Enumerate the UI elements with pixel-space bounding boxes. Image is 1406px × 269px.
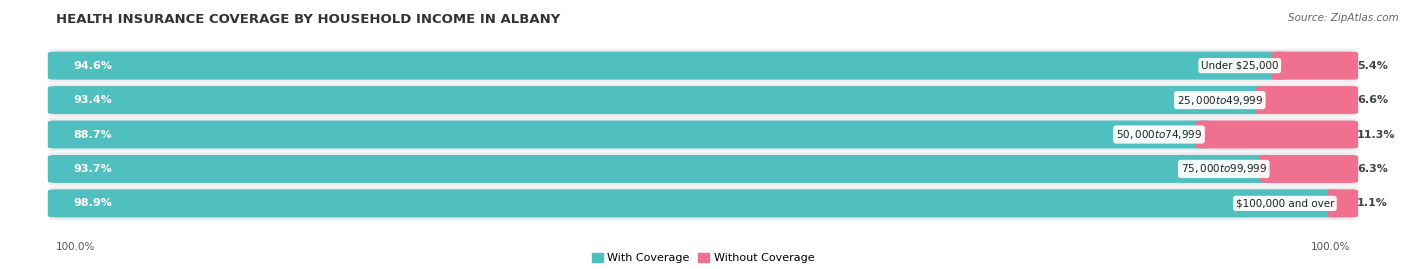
FancyBboxPatch shape [49,83,1357,117]
FancyBboxPatch shape [49,152,1357,186]
Text: Source: ZipAtlas.com: Source: ZipAtlas.com [1288,13,1399,23]
FancyBboxPatch shape [48,155,1277,183]
Text: 11.3%: 11.3% [1357,129,1395,140]
Legend: With Coverage, Without Coverage: With Coverage, Without Coverage [592,253,814,263]
Text: 94.6%: 94.6% [73,61,112,71]
FancyBboxPatch shape [48,52,1288,80]
Text: 93.4%: 93.4% [73,95,112,105]
Text: 5.4%: 5.4% [1357,61,1388,71]
FancyBboxPatch shape [1195,121,1358,148]
Text: 6.3%: 6.3% [1357,164,1388,174]
Text: 93.7%: 93.7% [73,164,111,174]
FancyBboxPatch shape [1256,86,1358,114]
Text: 1.1%: 1.1% [1357,198,1388,208]
Text: $75,000 to $99,999: $75,000 to $99,999 [1181,162,1267,175]
Text: 98.9%: 98.9% [73,198,112,208]
FancyBboxPatch shape [48,189,1344,217]
FancyBboxPatch shape [49,186,1357,220]
FancyBboxPatch shape [1327,189,1358,217]
Text: 6.6%: 6.6% [1357,95,1388,105]
Text: 88.7%: 88.7% [73,129,111,140]
FancyBboxPatch shape [1260,155,1358,183]
Text: $25,000 to $49,999: $25,000 to $49,999 [1177,94,1263,107]
Text: 100.0%: 100.0% [56,242,96,253]
FancyBboxPatch shape [1271,52,1358,80]
Text: HEALTH INSURANCE COVERAGE BY HOUSEHOLD INCOME IN ALBANY: HEALTH INSURANCE COVERAGE BY HOUSEHOLD I… [56,13,561,26]
FancyBboxPatch shape [49,118,1357,151]
FancyBboxPatch shape [48,86,1272,114]
FancyBboxPatch shape [48,121,1212,148]
Text: $50,000 to $74,999: $50,000 to $74,999 [1116,128,1202,141]
Text: $100,000 and over: $100,000 and over [1236,198,1334,208]
FancyBboxPatch shape [49,49,1357,83]
Text: Under $25,000: Under $25,000 [1201,61,1278,71]
Text: 100.0%: 100.0% [1310,242,1350,253]
